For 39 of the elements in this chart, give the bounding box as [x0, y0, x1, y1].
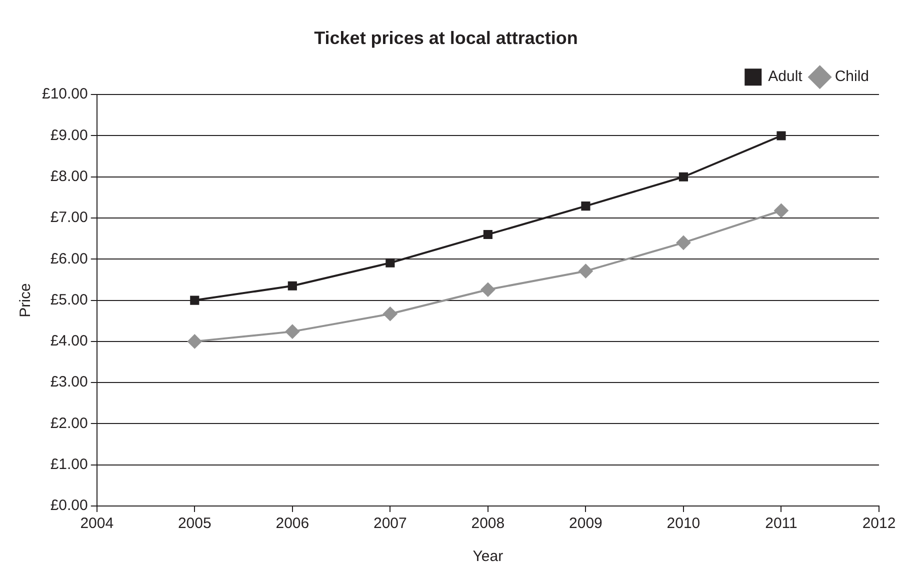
point: [480, 282, 495, 297]
y-tick-label: £6.00: [50, 250, 88, 268]
x-axis-title: Year: [472, 548, 504, 566]
y-tick-label: £0.00: [50, 497, 88, 514]
y-tick-label: £1.00: [50, 456, 88, 473]
point: [188, 334, 202, 348]
y-tick-label: £10.00: [42, 86, 88, 103]
y-tick-label: £2.00: [50, 414, 88, 432]
legend-label: Child: [834, 68, 870, 86]
point: [190, 296, 200, 305]
x-tick-label: 2008: [471, 515, 505, 532]
y-tick-label: £7.00: [50, 209, 88, 226]
point: [288, 281, 297, 290]
point: [483, 230, 492, 240]
y-tick-label: £3.00: [50, 374, 88, 391]
x-tick-label: 2006: [276, 515, 310, 532]
x-tick-label: 2011: [765, 515, 798, 532]
y-tick-label: £9.00: [50, 126, 88, 144]
y-axis-title: Price: [17, 283, 34, 318]
x-tick-label: 2004: [80, 515, 114, 532]
point: [578, 264, 593, 278]
point: [676, 236, 690, 250]
point: [774, 204, 788, 218]
point: [386, 258, 395, 268]
legend-label: Adult: [768, 68, 804, 86]
x-tick-label: 2007: [373, 515, 407, 532]
point: [285, 324, 300, 339]
point: [581, 202, 590, 211]
x-tick-label: 2010: [666, 515, 700, 532]
y-tick-label: £5.00: [50, 291, 88, 308]
x-tick-label: 2009: [569, 515, 602, 532]
y-tick-label: £8.00: [50, 168, 88, 186]
point: [678, 172, 688, 182]
point: [383, 306, 398, 321]
point: [776, 131, 786, 140]
y-tick-label: £4.00: [50, 332, 88, 350]
chart-title: Ticket prices at local attraction: [314, 28, 578, 48]
x-tick-label: 2005: [178, 515, 212, 532]
x-tick-label: 2012: [862, 515, 896, 532]
